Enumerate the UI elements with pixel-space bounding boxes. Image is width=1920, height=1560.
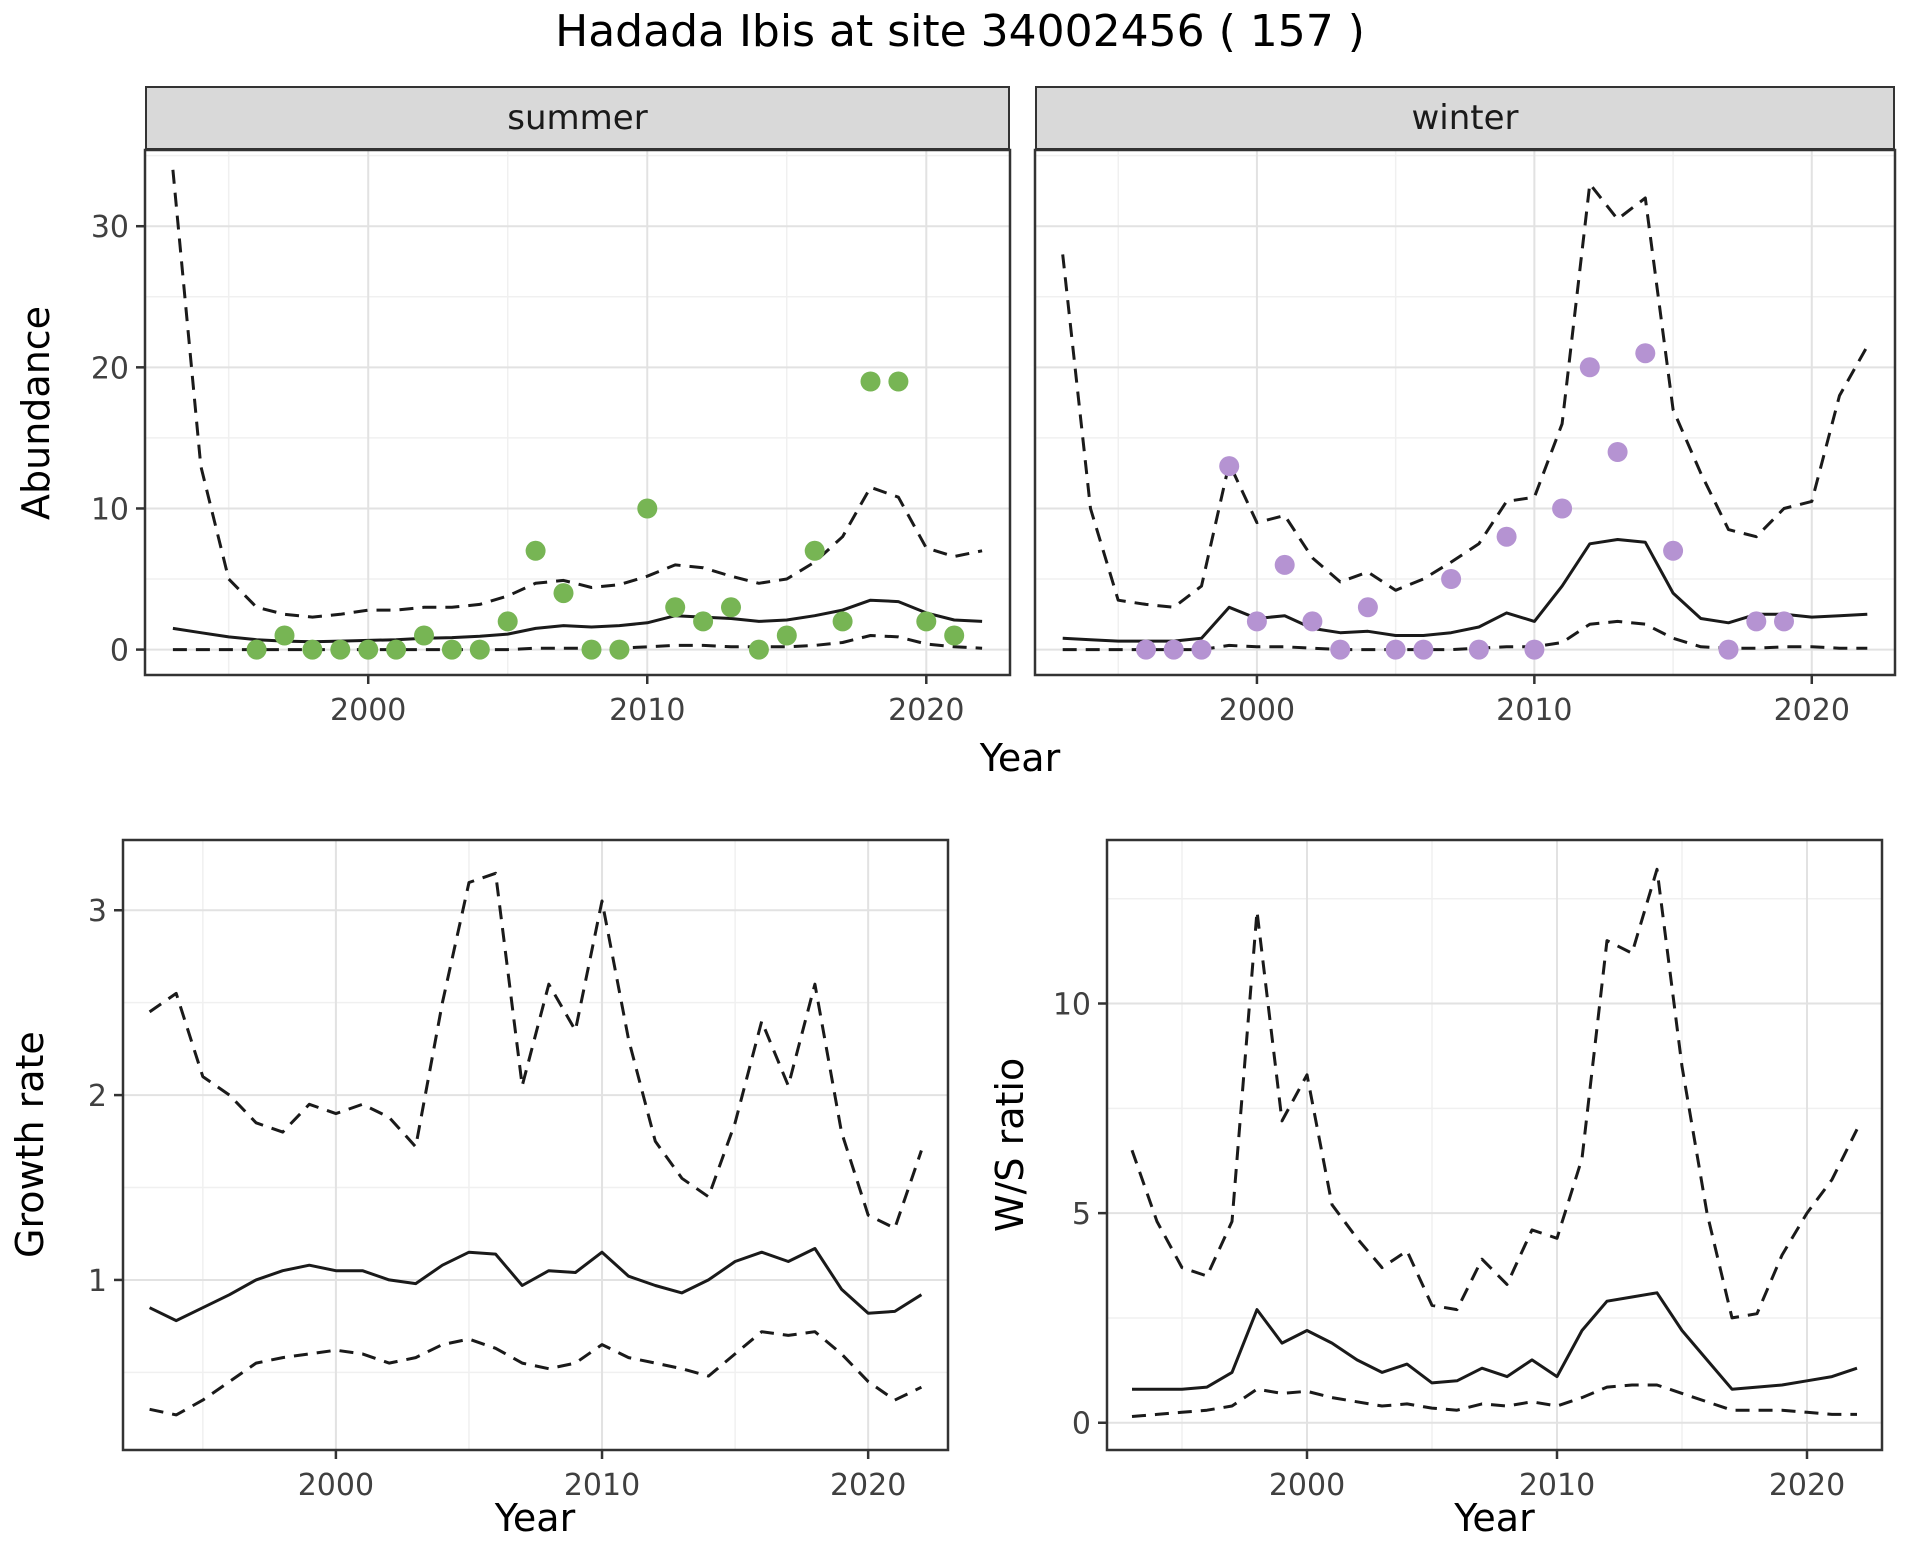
svg-text:2010: 2010 bbox=[1519, 1468, 1595, 1503]
svg-text:2000: 2000 bbox=[1219, 693, 1295, 728]
svg-text:10: 10 bbox=[1053, 988, 1091, 1023]
svg-text:30: 30 bbox=[91, 210, 129, 245]
svg-text:2020: 2020 bbox=[1774, 693, 1850, 728]
facet-strip-summer-label: summer bbox=[507, 98, 648, 138]
svg-text:20: 20 bbox=[91, 351, 129, 386]
ws-ratio-chart: 2000 2010 2020 0 5 10 bbox=[1053, 838, 1884, 1503]
svg-text:2020: 2020 bbox=[1769, 1468, 1845, 1503]
growth-rate-chart: 2000 2010 2020 1 2 3 bbox=[88, 838, 950, 1503]
summer-abundance-chart: 2000 2010 2020 0 10 20 30 bbox=[91, 148, 1012, 728]
facet-strip-winter-label: winter bbox=[1411, 98, 1519, 138]
svg-text:0: 0 bbox=[1072, 1407, 1091, 1442]
svg-text:2010: 2010 bbox=[1496, 693, 1572, 728]
svg-text:2: 2 bbox=[88, 1079, 107, 1114]
ws-year-axis-title: Year bbox=[1454, 1496, 1535, 1540]
svg-text:2010: 2010 bbox=[609, 693, 685, 728]
svg-text:2020: 2020 bbox=[888, 693, 964, 728]
svg-text:2010: 2010 bbox=[564, 1468, 640, 1503]
figure-title: Hadada Ibis at site 34002456 ( 157 ) bbox=[555, 6, 1365, 57]
svg-text:0: 0 bbox=[110, 634, 129, 669]
svg-text:2020: 2020 bbox=[830, 1468, 906, 1503]
facet-strip-summer: summer bbox=[145, 86, 1010, 150]
svg-text:5: 5 bbox=[1072, 1197, 1091, 1232]
top-year-axis-title: Year bbox=[979, 736, 1061, 780]
ws-ratio-axis-title: W/S ratio bbox=[988, 1057, 1032, 1233]
winter-abundance-chart: 2000 2010 2020 bbox=[1033, 148, 1897, 728]
svg-text:3: 3 bbox=[88, 894, 107, 929]
svg-text:2000: 2000 bbox=[330, 693, 406, 728]
svg-text:1: 1 bbox=[88, 1264, 107, 1299]
svg-text:2000: 2000 bbox=[298, 1468, 374, 1503]
growth-year-axis-title: Year bbox=[494, 1496, 576, 1540]
svg-text:10: 10 bbox=[91, 492, 129, 527]
abundance-axis-title: Abundance bbox=[14, 305, 58, 520]
facet-strip-winter: winter bbox=[1035, 86, 1895, 150]
svg-text:2000: 2000 bbox=[1269, 1468, 1345, 1503]
